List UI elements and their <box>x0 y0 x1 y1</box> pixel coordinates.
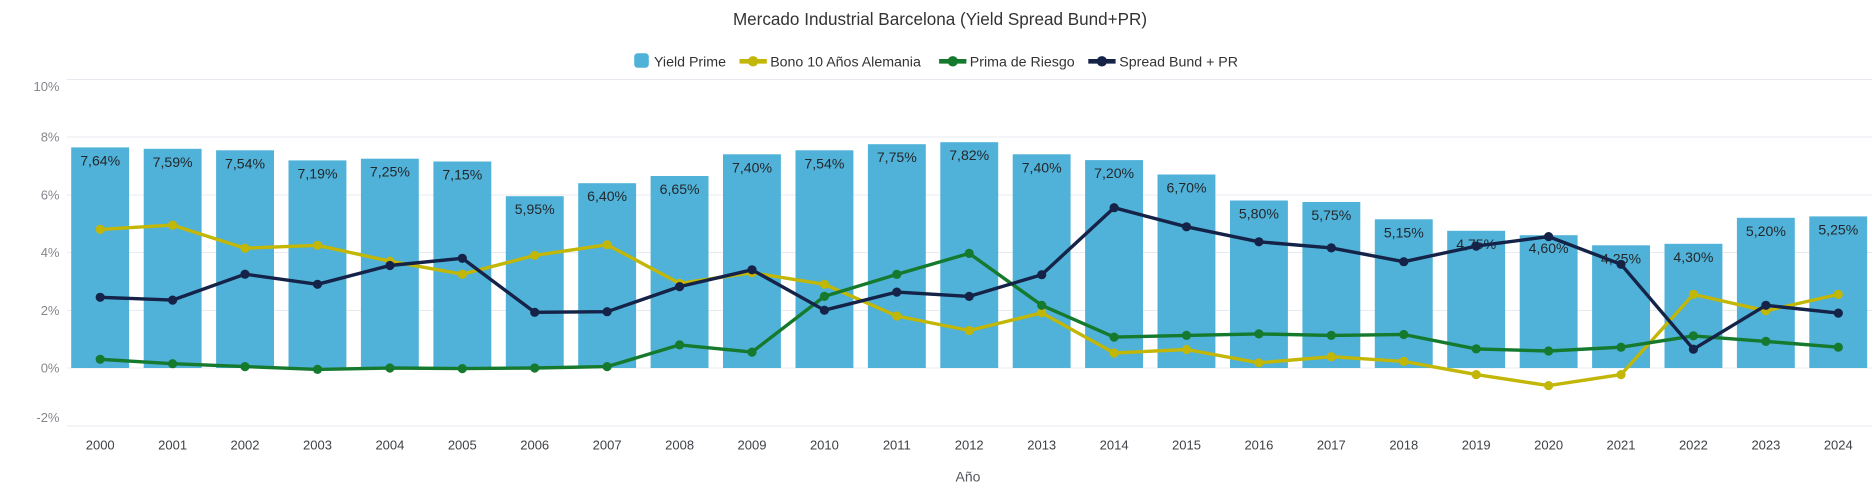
svg-text:4,30%: 4,30% <box>1673 249 1713 265</box>
svg-text:5,15%: 5,15% <box>1384 224 1424 240</box>
svg-text:5,95%: 5,95% <box>515 201 555 217</box>
svg-text:Bono 10 Años Alemania: Bono 10 Años Alemania <box>770 55 921 71</box>
svg-text:Yield Prime: Yield Prime <box>654 55 726 71</box>
svg-text:8%: 8% <box>41 130 60 145</box>
svg-text:7,82%: 7,82% <box>949 147 989 163</box>
svg-text:7,20%: 7,20% <box>1094 165 1134 181</box>
svg-text:2016: 2016 <box>1244 437 1273 452</box>
svg-text:7,40%: 7,40% <box>732 159 772 175</box>
svg-text:7,64%: 7,64% <box>80 152 120 168</box>
svg-text:2010: 2010 <box>810 437 839 452</box>
svg-text:6%: 6% <box>41 187 60 202</box>
svg-text:Mercado Industrial Barcelona (: Mercado Industrial Barcelona (Yield Spre… <box>733 10 1147 29</box>
svg-text:2023: 2023 <box>1751 437 1780 452</box>
svg-text:2017: 2017 <box>1317 437 1346 452</box>
svg-text:2022: 2022 <box>1679 437 1708 452</box>
svg-text:7,75%: 7,75% <box>877 149 917 165</box>
svg-text:6,70%: 6,70% <box>1167 180 1207 196</box>
svg-text:2000: 2000 <box>86 437 115 452</box>
svg-text:2004: 2004 <box>375 437 404 452</box>
svg-text:7,15%: 7,15% <box>442 167 482 183</box>
svg-text:6,65%: 6,65% <box>660 181 700 197</box>
svg-text:2002: 2002 <box>231 437 260 452</box>
svg-text:2009: 2009 <box>738 437 767 452</box>
svg-text:7,54%: 7,54% <box>225 155 265 171</box>
svg-text:7,19%: 7,19% <box>298 165 338 181</box>
svg-text:2001: 2001 <box>158 437 187 452</box>
svg-text:5,25%: 5,25% <box>1818 221 1858 237</box>
svg-text:2012: 2012 <box>955 437 984 452</box>
svg-text:2020: 2020 <box>1534 437 1563 452</box>
svg-text:2007: 2007 <box>593 437 622 452</box>
svg-text:Año: Año <box>956 469 981 485</box>
svg-text:2014: 2014 <box>1100 437 1129 452</box>
svg-text:2021: 2021 <box>1607 437 1636 452</box>
svg-text:-2%: -2% <box>36 410 60 425</box>
svg-text:2015: 2015 <box>1172 437 1201 452</box>
svg-text:0%: 0% <box>41 361 60 376</box>
svg-text:7,40%: 7,40% <box>1022 159 1062 175</box>
svg-text:2019: 2019 <box>1462 437 1491 452</box>
svg-text:7,25%: 7,25% <box>370 164 410 180</box>
svg-text:2018: 2018 <box>1389 437 1418 452</box>
svg-text:2006: 2006 <box>520 437 549 452</box>
svg-text:2013: 2013 <box>1027 437 1056 452</box>
svg-text:10%: 10% <box>33 79 59 94</box>
svg-text:2011: 2011 <box>883 437 911 452</box>
svg-text:7,54%: 7,54% <box>804 155 844 171</box>
svg-text:4%: 4% <box>41 245 60 260</box>
svg-text:5,80%: 5,80% <box>1239 206 1279 222</box>
svg-text:2003: 2003 <box>303 437 332 452</box>
svg-text:5,75%: 5,75% <box>1311 207 1351 223</box>
svg-text:5,20%: 5,20% <box>1746 223 1786 239</box>
svg-text:2%: 2% <box>41 303 60 318</box>
svg-text:6,40%: 6,40% <box>587 188 627 204</box>
svg-text:2005: 2005 <box>448 437 477 452</box>
svg-text:7,59%: 7,59% <box>153 154 193 170</box>
svg-text:Spread Bund + PR: Spread Bund + PR <box>1119 55 1238 71</box>
svg-text:2024: 2024 <box>1824 437 1853 452</box>
svg-text:2008: 2008 <box>665 437 694 452</box>
svg-text:Prima de Riesgo: Prima de Riesgo <box>970 55 1075 71</box>
svg-text:4,60%: 4,60% <box>1529 240 1569 256</box>
